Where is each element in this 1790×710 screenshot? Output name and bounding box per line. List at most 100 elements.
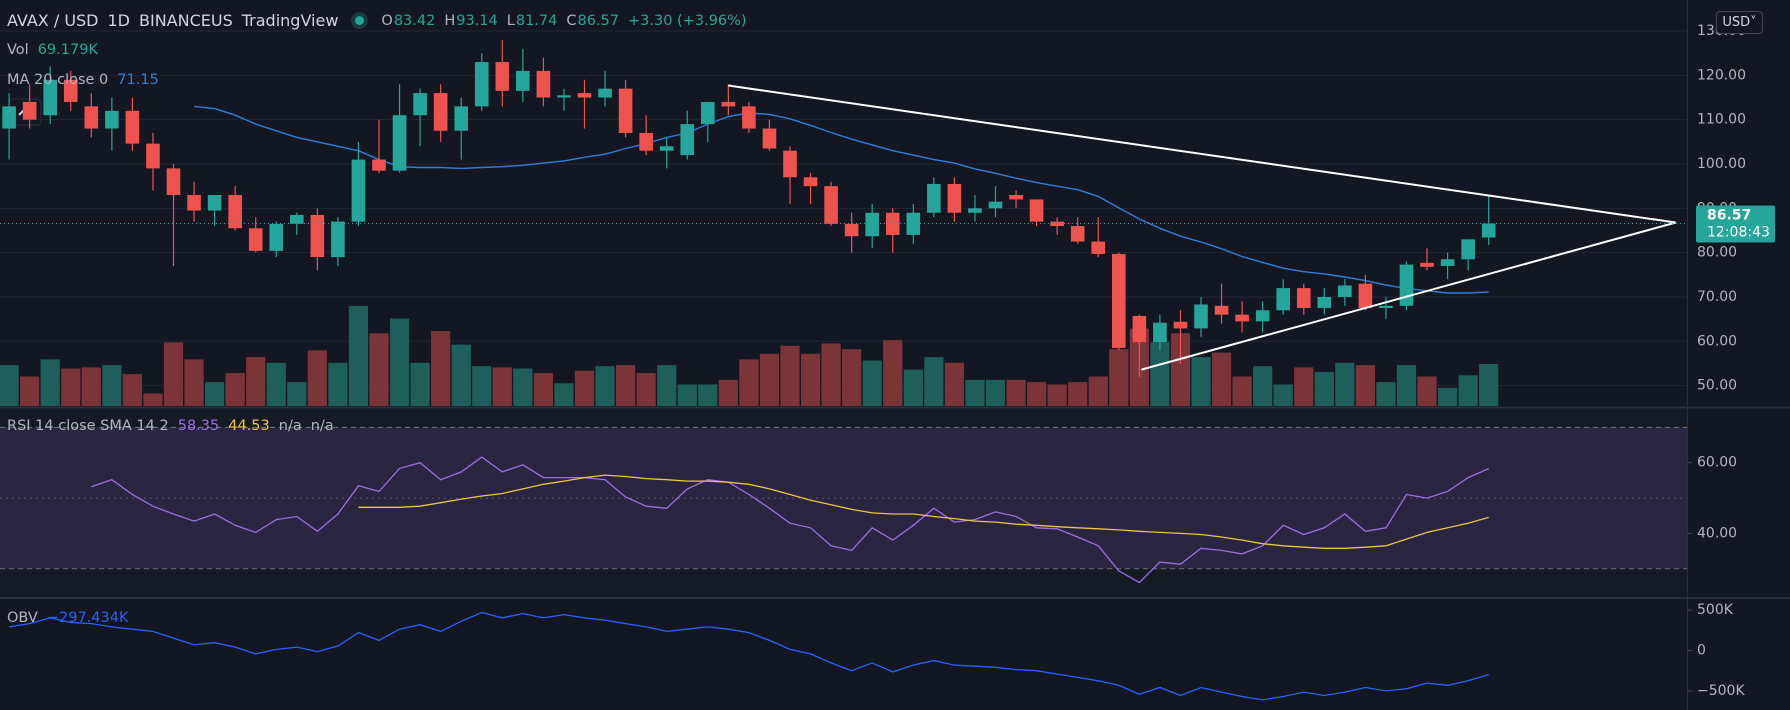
volume-bar (1150, 342, 1170, 406)
volume-bar (307, 350, 327, 406)
candle-body (721, 101, 736, 107)
candle-body (1276, 288, 1290, 311)
y-tick-label: 100.00 (1697, 156, 1746, 172)
volume-bar (472, 366, 492, 406)
candle-body (290, 214, 304, 224)
volume-bar (1088, 376, 1108, 406)
candle-body (1070, 226, 1085, 242)
candle-body (495, 62, 510, 91)
legend-title: RSI 14 close SMA 14 2 (7, 418, 169, 434)
indicator-line (358, 474, 1489, 549)
candle-body (865, 212, 879, 237)
indicator-line (91, 456, 1489, 584)
volume-bar (862, 360, 882, 406)
volume-bar (903, 369, 923, 406)
trendline (728, 84, 1676, 224)
candle-body (331, 221, 345, 258)
volume-bar (122, 374, 142, 406)
candle-body (680, 124, 695, 156)
candle-body (351, 159, 366, 222)
candle-body (43, 79, 57, 116)
volume-bar (431, 331, 451, 406)
volume-bar (410, 362, 430, 406)
candle-body (1112, 253, 1126, 348)
volume-bar (1396, 365, 1417, 406)
candle-body (1481, 223, 1496, 238)
legend-value: 69.179K (37, 42, 98, 58)
candle-body (1235, 314, 1249, 322)
volume-bar (636, 373, 656, 406)
legend-value: −297.434K (46, 610, 129, 626)
y-tick-label: 0 (1697, 643, 1706, 659)
volume-bar (616, 365, 636, 406)
trendline (1141, 221, 1676, 371)
volume-bar (328, 362, 348, 406)
y-tick-label: 500K (1697, 602, 1734, 618)
y-tick-label: 120.00 (1697, 67, 1746, 83)
volume-bar (677, 384, 697, 406)
candle-body (1214, 305, 1229, 315)
y-tick-label: 110.00 (1697, 112, 1746, 128)
volume-bar (1438, 387, 1458, 406)
candle-body (187, 195, 201, 211)
candle-body (968, 208, 982, 213)
ohlc-key: C (566, 12, 577, 29)
volume-bar (1211, 352, 1232, 406)
candle-body (1029, 199, 1044, 222)
candle-body (947, 183, 962, 213)
volume-bar (348, 306, 369, 406)
legend-value: 58.35 (177, 418, 220, 434)
candle-body (372, 159, 386, 171)
volume-bar (266, 362, 286, 406)
volume-bar (513, 368, 533, 406)
y-tick-label: 50.00 (1697, 378, 1737, 394)
candle-body (1358, 283, 1373, 309)
volume-bar (842, 349, 862, 406)
candle-body (84, 106, 99, 129)
exchange: BINANCEUS (139, 11, 233, 30)
volume-bar (20, 376, 40, 406)
volume-bar (759, 353, 780, 406)
candle-body (762, 128, 777, 149)
volume-bar (163, 342, 184, 406)
candle-body (433, 93, 448, 131)
volume-bar (1355, 365, 1375, 406)
change: +3.30 (+3.96%) (628, 12, 747, 29)
volume-bar (81, 367, 101, 406)
candle-body (22, 101, 37, 120)
ohlc-value: 83.42 (393, 12, 436, 29)
candle-body (1009, 195, 1023, 200)
candle-body (1255, 310, 1270, 322)
volume-bar (657, 365, 677, 406)
legend-value: 71.15 (117, 72, 159, 88)
volume-bar (1458, 375, 1478, 406)
price-tag-value: 86.57 (1707, 208, 1751, 224)
candle-body (659, 146, 674, 151)
candle-body (844, 223, 859, 237)
candle-body (1399, 264, 1414, 306)
ohlc-value: 93.14 (456, 12, 498, 29)
candle-body (1153, 322, 1167, 343)
currency: USD (1722, 15, 1751, 30)
y-tick-label: −500K (1697, 683, 1745, 699)
candle-body (516, 70, 530, 91)
volume-bar (1273, 384, 1293, 406)
candle-body (207, 195, 222, 211)
candle-body (269, 223, 284, 251)
legend-title: Vol (7, 42, 29, 58)
ohlc-key: H (444, 12, 456, 29)
volume-bar (1006, 379, 1026, 406)
legend-value: n/a (278, 418, 302, 434)
currency-button[interactable]: USD ˅ (1716, 11, 1763, 34)
volume-bar (1170, 333, 1191, 406)
volume-bar (1479, 363, 1499, 406)
legend-title: MA 20 close 0 (7, 72, 109, 88)
candle-body (146, 143, 160, 169)
volume-bar (944, 362, 964, 406)
symbol-header: AVAX / USD 1D BINANCEUS TradingView O83.… (7, 11, 747, 30)
ma-legend: MA 20 close 0 71.15 (7, 72, 159, 88)
candle-body (618, 88, 633, 133)
candle-body (1194, 304, 1208, 329)
